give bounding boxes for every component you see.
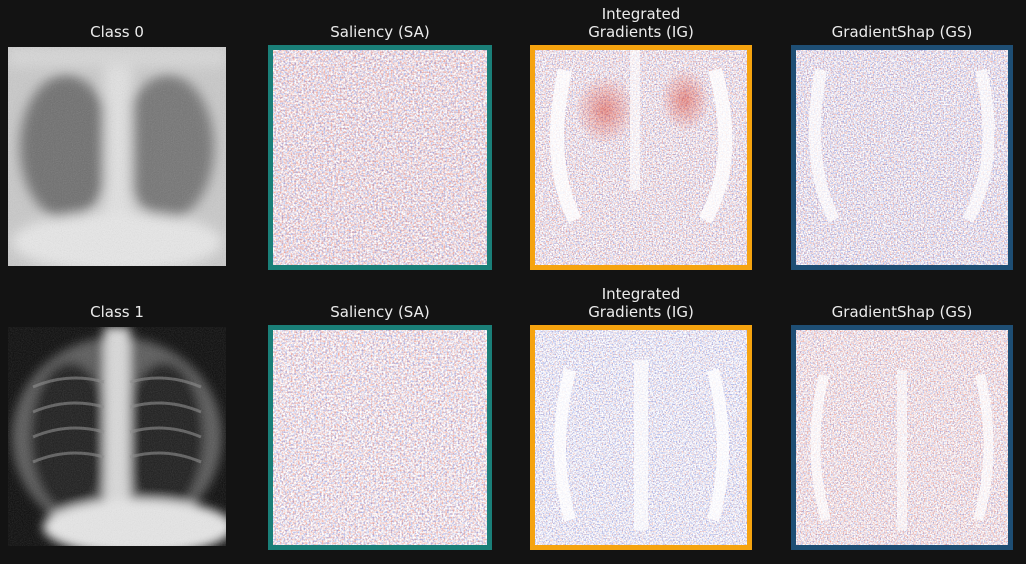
- saliency-attribution-map: [268, 45, 492, 270]
- class-1-saliency-panel: Saliency (SA): [268, 304, 492, 550]
- gradientshap-heatmap: [796, 330, 1008, 545]
- gradientshap-attribution-map: [791, 45, 1013, 270]
- class-0-chest-xray-image: [8, 47, 226, 266]
- integrated-gradients-title-line2: Gradients (IG): [588, 303, 694, 321]
- class-1-title: Class 1: [90, 303, 144, 321]
- integrated-gradients-title-line1: Integrated: [601, 5, 681, 23]
- saliency-title: Saliency (SA): [330, 23, 430, 41]
- class-0-title: Class 0: [90, 23, 144, 41]
- saliency-heatmap: [273, 50, 487, 265]
- class-0-saliency-panel: Saliency (SA): [268, 24, 492, 270]
- class-1-gradientshap-panel: GradientShap (GS): [791, 304, 1013, 550]
- class-0-gradientshap-panel: GradientShap (GS): [791, 24, 1013, 270]
- class-0-xray-panel: Class 0: [8, 24, 226, 266]
- saliency-heatmap: [273, 330, 487, 545]
- class-1-integrated-gradients-panel: Integrated Gradients (IG): [530, 286, 752, 550]
- gradientshap-heatmap: [796, 50, 1008, 265]
- class-1-chest-xray-image: [8, 327, 226, 546]
- integrated-gradients-heatmap: [535, 50, 747, 265]
- class-0-integrated-gradients-panel: Integrated Gradients (IG): [530, 6, 752, 270]
- integrated-gradients-title-line1: Integrated: [601, 285, 681, 303]
- integrated-gradients-title-line2: Gradients (IG): [588, 23, 694, 41]
- saliency-attribution-map: [268, 325, 492, 550]
- saliency-title: Saliency (SA): [330, 303, 430, 321]
- gradientshap-title: GradientShap (GS): [831, 303, 973, 321]
- integrated-gradients-heatmap: [535, 330, 747, 545]
- integrated-gradients-attribution-map: [530, 45, 752, 270]
- class-1-xray-panel: Class 1: [8, 304, 226, 546]
- gradientshap-attribution-map: [791, 325, 1013, 550]
- integrated-gradients-attribution-map: [530, 325, 752, 550]
- gradientshap-title: GradientShap (GS): [831, 23, 973, 41]
